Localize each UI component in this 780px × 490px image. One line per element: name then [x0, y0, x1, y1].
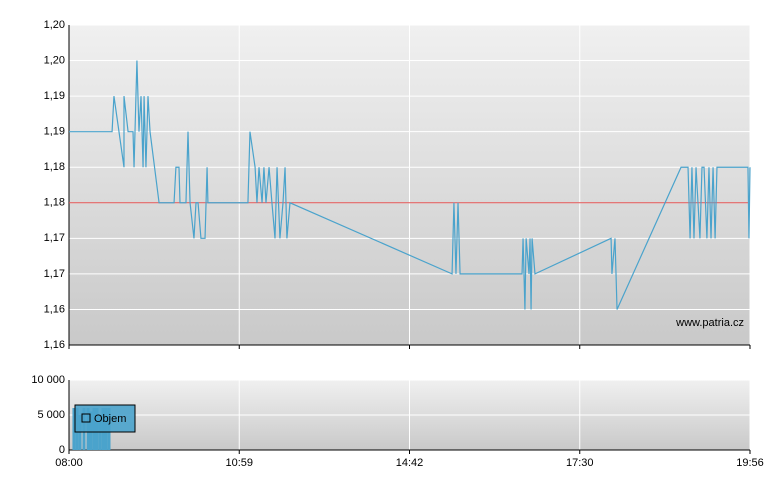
- y-tick-label: 0: [59, 444, 65, 456]
- x-tick-label: 10:59: [225, 457, 253, 469]
- y-tick-label: 1,17: [44, 268, 65, 280]
- legend: Objem: [74, 404, 136, 433]
- y-tick-label: 1,16: [44, 339, 65, 351]
- y-tick-label: 10 000: [31, 374, 65, 386]
- legend-swatch: [81, 413, 91, 423]
- x-tick-label: 19:56: [736, 457, 764, 469]
- price-line: [69, 60, 751, 310]
- y-tick-label: 5 000: [37, 409, 65, 421]
- volume-bar: [72, 408, 76, 450]
- x-tick-label: 14:42: [396, 457, 424, 469]
- x-tick-label: 08:00: [55, 457, 83, 469]
- legend-label: Objem: [94, 413, 126, 425]
- watermark: www.patria.cz: [675, 317, 744, 329]
- y-tick-label: 1,20: [44, 19, 65, 31]
- y-tick-label: 1,16: [44, 303, 65, 315]
- y-tick-label: 1,20: [44, 54, 65, 66]
- x-tick-label: 17:30: [566, 457, 594, 469]
- legend-box: [74, 404, 136, 433]
- y-tick-label: 1,19: [44, 126, 65, 138]
- y-tick-label: 1,18: [44, 197, 65, 209]
- y-tick-label: 1,17: [44, 232, 65, 244]
- y-tick-label: 1,19: [44, 90, 65, 102]
- y-tick-label: 1,18: [44, 161, 65, 173]
